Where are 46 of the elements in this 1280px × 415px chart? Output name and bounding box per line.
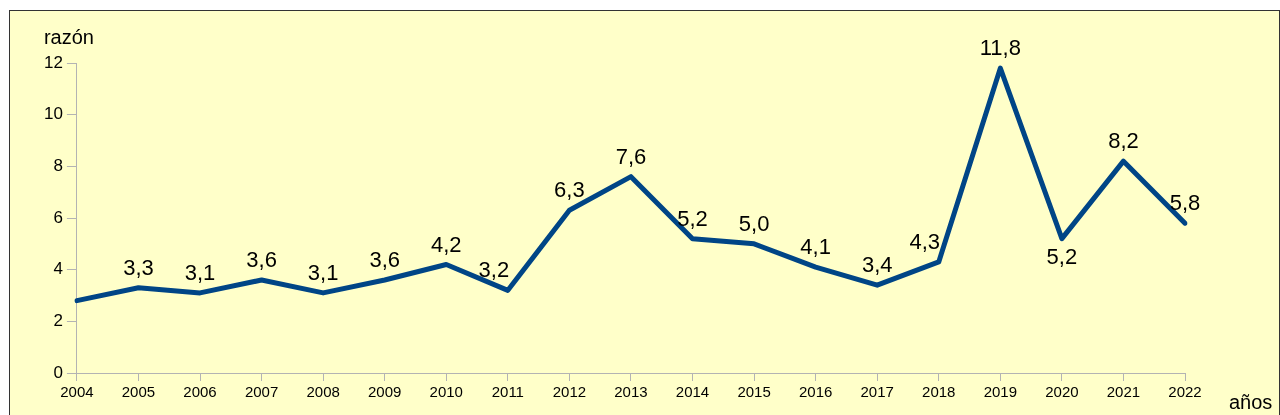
data-label: 3,6 [369,247,401,273]
x-tick-label: 2018 [922,383,956,401]
x-tick-label: 2022 [1168,383,1202,401]
data-label: 11,8 [979,35,1021,61]
data-label: 3,1 [307,259,339,285]
y-tick-label: 10 [43,104,63,124]
x-axis-title: años [1229,390,1273,413]
data-label: 3,6 [246,247,277,273]
y-tick-label: 0 [53,362,63,382]
x-tick-label: 2014 [675,383,710,401]
y-tick-label: 12 [43,52,63,72]
data-label: 8,2 [1108,128,1139,154]
x-tick-label: 2021 [1106,383,1141,401]
x-tick-label: 2004 [60,383,94,401]
y-tick-label: 4 [53,259,63,279]
data-label: 4,1 [800,234,831,260]
x-tick-label: 2005 [121,383,156,401]
x-tick-label: 2019 [983,383,1018,401]
data-label: 3,3 [123,254,154,280]
data-label: 3,2 [478,257,510,283]
x-tick-label: 2008 [306,383,340,401]
x-tick-label: 2015 [737,383,771,401]
y-axis-title: razón [43,25,94,48]
y-tick-label: 6 [53,207,63,227]
y-tick-label: 2 [53,311,63,331]
y-tick-label: 8 [53,156,63,176]
data-label: 7,6 [615,143,647,169]
data-label: 6,3 [554,177,585,203]
data-label: 5,2 [1046,243,1078,269]
x-tick-label: 2012 [552,383,587,401]
data-label: 4,2 [430,231,462,257]
x-tick-label: 2017 [860,383,894,401]
data-label: 3,1 [184,259,216,285]
x-tick-label: 2006 [183,383,217,401]
data-label: 3,4 [861,252,893,278]
data-label: 4,3 [909,228,941,254]
x-tick-label: 2011 [491,383,524,401]
x-tick-label: 2007 [244,383,279,401]
x-tick-label: 2010 [429,383,463,401]
data-label: 5,2 [677,205,708,231]
x-tick-label: 2009 [368,383,402,401]
data-label: 5,8 [1169,190,1201,216]
x-tick-label: 2020 [1045,383,1079,401]
data-label: 5,0 [738,210,770,236]
x-tick-label: 2016 [798,383,833,401]
x-tick-label: 2013 [614,383,648,401]
